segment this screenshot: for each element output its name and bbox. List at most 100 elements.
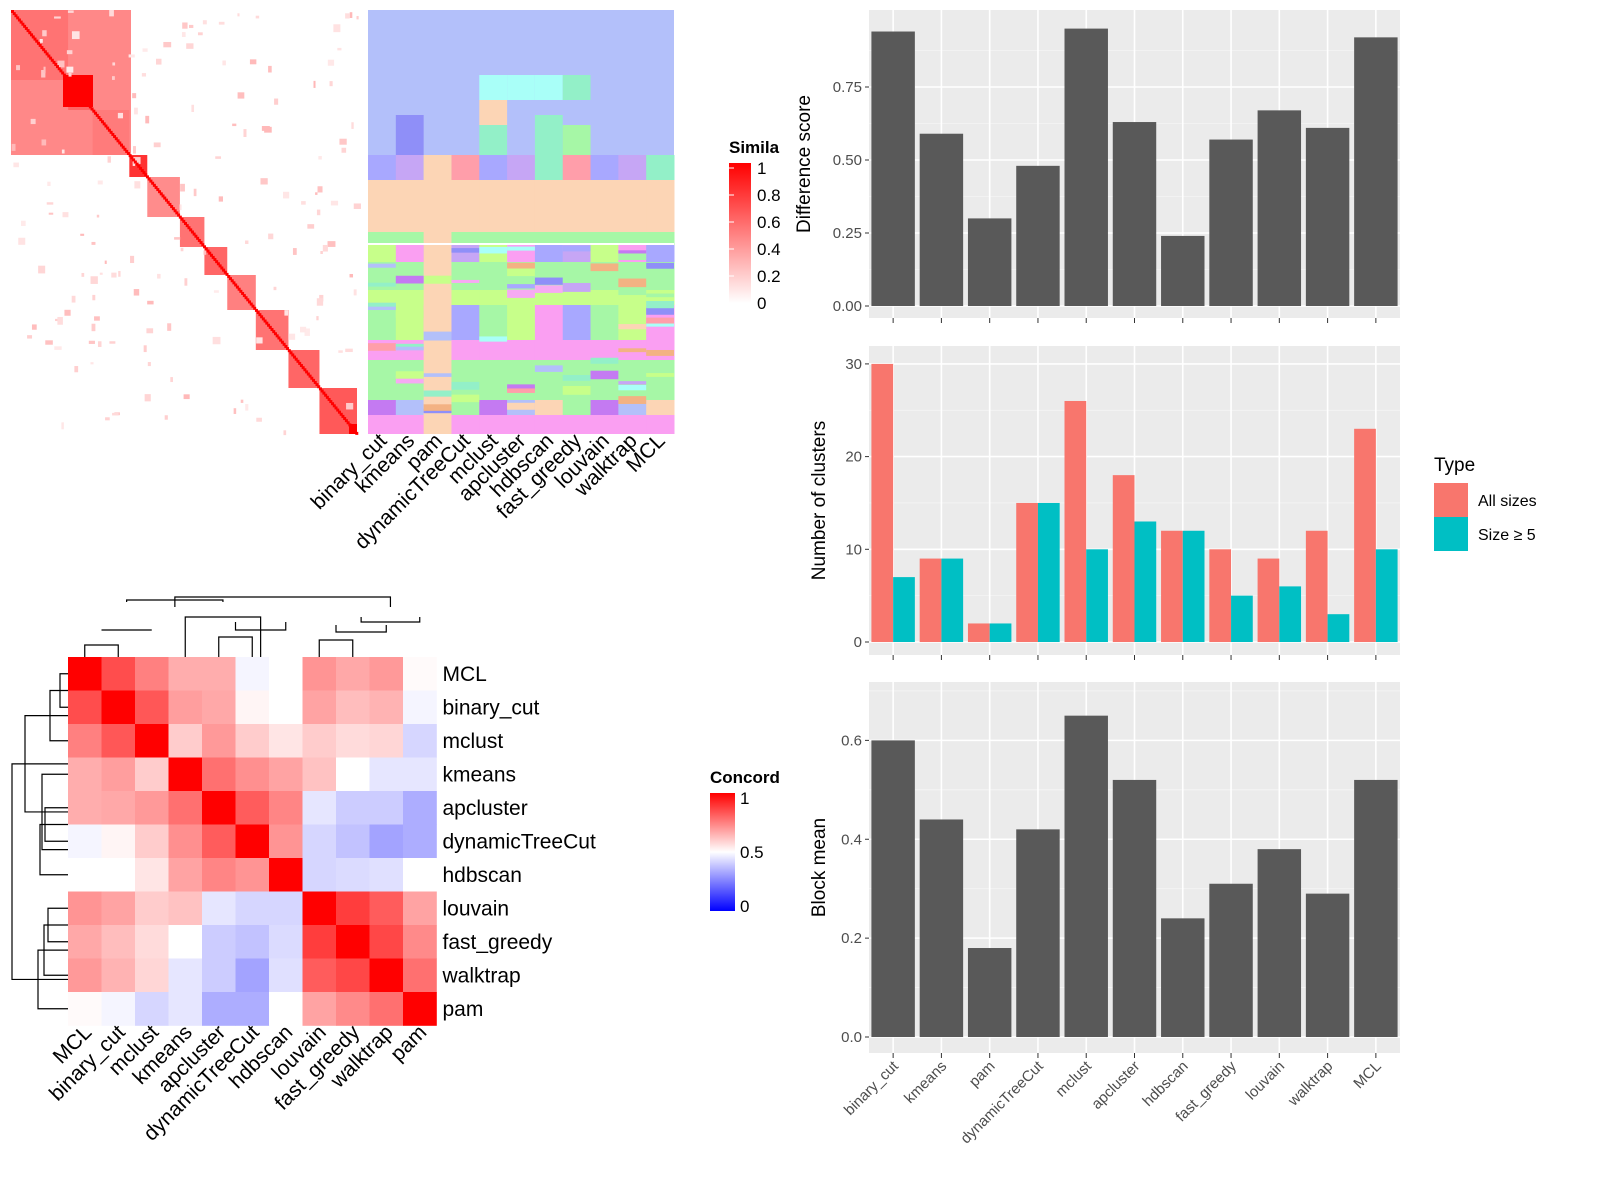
heatmap-speckle (45, 340, 53, 345)
concordance-cell (135, 690, 169, 725)
label-band (618, 253, 647, 261)
heatmap-speckle (327, 59, 335, 66)
heatmap-diagonal-cell (175, 211, 179, 215)
label-band (395, 310, 424, 318)
label-band (618, 180, 647, 232)
heatmap-speckle (237, 92, 245, 99)
heatmap-speckle (301, 201, 306, 205)
heatmap-speckle (143, 345, 147, 353)
bar-all-sizes (967, 623, 990, 642)
concordance-cell (302, 925, 337, 959)
concordance-cell (369, 925, 404, 959)
label-band (590, 263, 619, 272)
heatmap-diagonal-cell (282, 342, 286, 346)
label-band (618, 384, 647, 391)
heatmap-diagonal-cell (87, 103, 91, 107)
concordance-cell (302, 824, 337, 859)
heatmap-speckle (299, 326, 307, 333)
heatmap-diagonal-cell (308, 374, 312, 378)
heatmap-speckle (43, 66, 46, 74)
left-dendrogram-branch (39, 823, 68, 876)
bar (919, 819, 964, 1037)
heatmap-diagonal-cell (234, 283, 238, 287)
concordance-cell (369, 858, 404, 892)
concordance-heatmap: MCLMCLbinary_cutbinary_cutmclustmclustkm… (11, 596, 596, 1145)
bar (1305, 893, 1350, 1037)
label-band (562, 385, 591, 395)
label-band (479, 155, 508, 180)
heatmap-diagonal-cell (106, 126, 110, 130)
label-band (368, 360, 397, 400)
heatmap-diagonal-cell (194, 234, 198, 238)
heatmap-speckle (351, 122, 354, 129)
row-label-louvain: louvain (443, 897, 510, 920)
label-band (507, 267, 535, 277)
heatmap-speckle (353, 289, 357, 296)
heatmap-speckle (319, 294, 324, 302)
heatmap-diagonal-cell (59, 69, 63, 73)
y-tick-label: 0 (854, 634, 862, 651)
heatmap-diagonal-cell (16, 16, 20, 20)
heatmap-speckle (153, 142, 161, 148)
label-band (618, 266, 647, 271)
heatmap-speckle (16, 65, 21, 71)
label-band (451, 248, 480, 253)
label-band (618, 155, 647, 180)
x-tick-label-kmeans: kmeans (901, 1058, 950, 1107)
concordance-cell (168, 958, 203, 993)
similarity-tick-label: 0 (757, 294, 766, 313)
heatmap-diagonal-cell (71, 84, 75, 88)
label-band (562, 305, 592, 340)
heatmap-speckle (333, 24, 341, 33)
heatmap-speckle (107, 156, 111, 163)
label-band (646, 415, 675, 434)
heatmap-speckle (218, 21, 225, 25)
heatmap-diagonal-cell (312, 378, 316, 382)
heatmap-diagonal-cell (88, 105, 92, 109)
heatmap-diagonal-cell (216, 262, 220, 266)
col-label-pam: pam (386, 1021, 431, 1066)
heatmap-speckle (109, 10, 114, 17)
heatmap-speckle (345, 13, 350, 19)
heatmap-speckle (283, 430, 287, 436)
heatmap-speckle (288, 333, 296, 340)
heatmap-speckle (341, 147, 347, 153)
heatmap-speckle (62, 212, 69, 218)
heatmap-speckle (132, 157, 141, 164)
heatmap-speckle (249, 59, 257, 65)
heatmap-speckle (42, 30, 47, 37)
heatmap-diagonal-cell (38, 43, 42, 47)
concordance-colorbar (710, 793, 735, 911)
heatmap-speckle (47, 181, 51, 187)
label-band (368, 155, 397, 180)
concordance-cell (202, 690, 236, 725)
heatmap-diagonal-cell (256, 311, 260, 315)
heatmap-speckle (134, 181, 141, 189)
label-band (562, 125, 591, 155)
concordance-tick-label: 1 (740, 789, 749, 808)
heatmap-diagonal-cell (55, 65, 59, 69)
concordance-cell (336, 657, 370, 691)
heatmap-diagonal-cell (114, 137, 118, 141)
x-tick-label-walktrap: walktrap (1284, 1058, 1336, 1110)
heatmap-speckle (182, 22, 188, 29)
label-band (562, 232, 592, 245)
bar (1209, 139, 1253, 306)
label-band (507, 415, 536, 434)
concordance-cell (369, 824, 404, 859)
label-band (646, 317, 674, 327)
label-band (534, 245, 564, 262)
label-band (423, 373, 452, 377)
concordance-cell (235, 824, 270, 859)
heatmap-diagonal-cell (11, 10, 14, 13)
label-band (534, 400, 564, 415)
bar (967, 948, 1012, 1037)
heatmap-speckle (339, 138, 347, 145)
heatmap-diagonal-cell (23, 24, 27, 28)
label-band (646, 301, 674, 309)
concordance-cell (235, 891, 270, 926)
heatmap-speckle (144, 394, 151, 402)
concordance-cell (336, 992, 370, 1026)
heatmap-diagonal-cell (111, 132, 115, 136)
heatmap-diagonal-cell (277, 336, 281, 340)
